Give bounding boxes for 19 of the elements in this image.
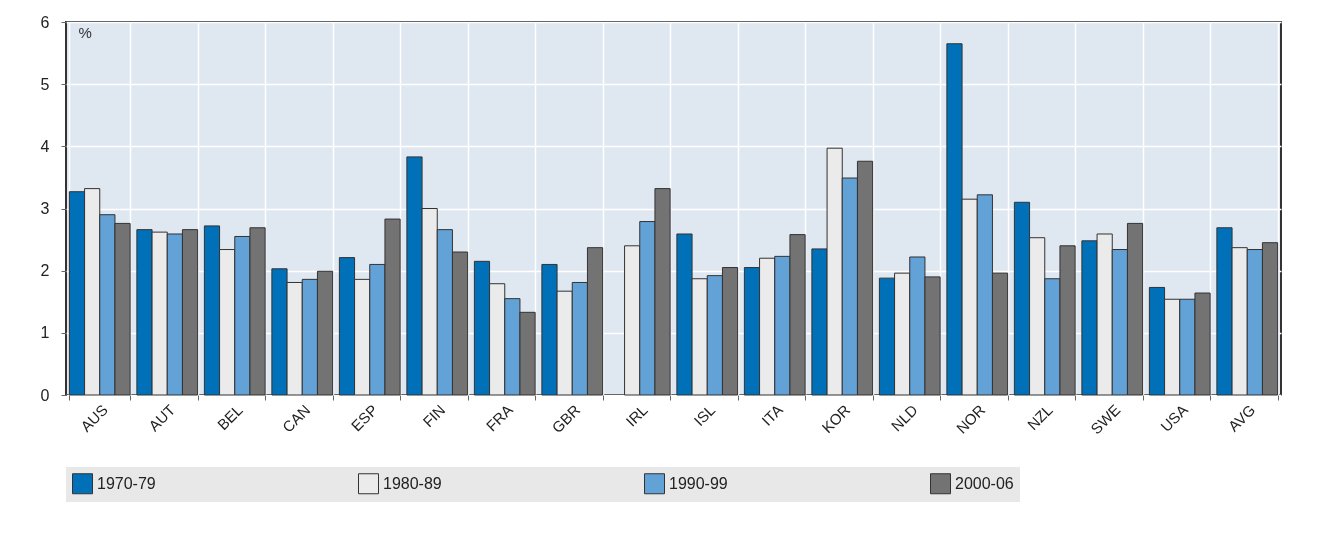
- x-tick-label: NZL: [1023, 401, 1056, 434]
- x-tick-label: BEL: [213, 401, 246, 434]
- y-tick-label: 4: [40, 137, 50, 155]
- x-tick-label: IRL: [622, 401, 651, 430]
- legend-label: 1990-99: [669, 474, 728, 492]
- x-tick-label: ISL: [690, 401, 719, 430]
- y-tick-label: 5: [40, 75, 50, 93]
- x-tick-label: USA: [1157, 401, 1191, 435]
- legend-label: 1980-89: [383, 474, 442, 492]
- y-tick-label: 0: [40, 386, 50, 404]
- y-tick-label: 3: [40, 200, 50, 217]
- x-tick-label: ITA: [758, 401, 786, 429]
- y-tick-label: 2: [40, 262, 50, 280]
- legend-label: 2000-06: [955, 474, 1014, 492]
- legend-label: 1970-79: [97, 474, 156, 492]
- y-tick-label: 6: [40, 13, 50, 31]
- x-tick-label: FIN: [419, 401, 449, 431]
- y-axis-title: %: [78, 23, 92, 41]
- y-tick-label: 1: [40, 324, 50, 342]
